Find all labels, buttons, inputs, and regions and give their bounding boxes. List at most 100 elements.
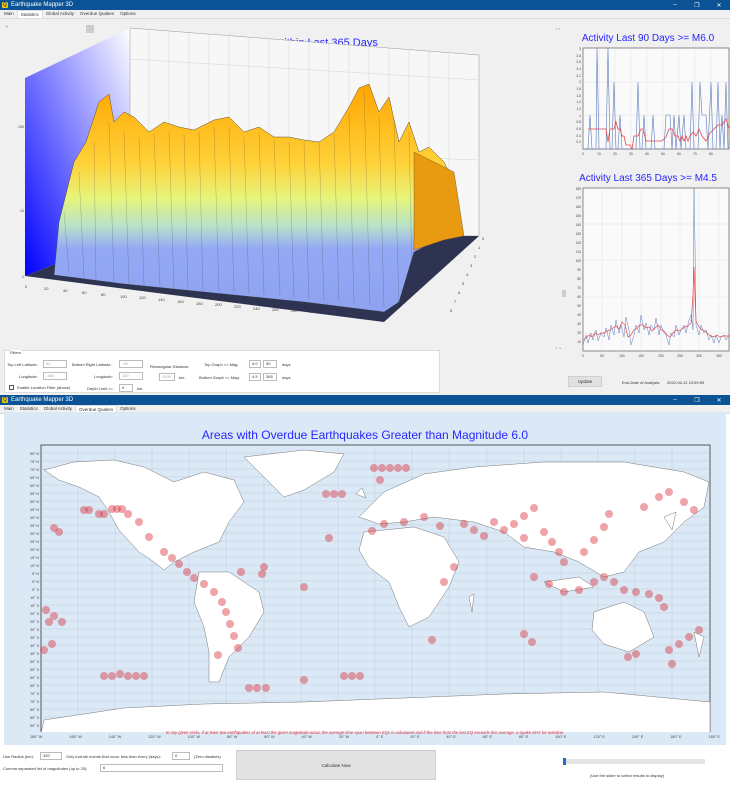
bottom-graph-days-input[interactable]: 365 <box>263 373 277 381</box>
results-slider[interactable] <box>563 758 705 765</box>
tab-global-activity-2[interactable]: Global Activity <box>43 406 73 411</box>
app-icon: Q <box>2 2 8 8</box>
depth-limit-input[interactable]: 0 <box>119 384 133 392</box>
svg-text:1.8: 1.8 <box>576 87 581 91</box>
top-left-lon-label: Longitude: <box>19 374 38 379</box>
splitter-handle[interactable] <box>86 25 94 33</box>
close-button[interactable]: ✕ <box>716 2 722 9</box>
svg-text:0.8: 0.8 <box>576 120 581 124</box>
top-graph-days-input[interactable]: 90 <box>263 360 277 368</box>
close-button-2[interactable]: ✕ <box>716 397 722 404</box>
svg-text:20° N: 20° N <box>30 548 39 552</box>
top-left-lon-input[interactable]: -180 <box>43 372 67 380</box>
maximize-button-2[interactable]: ❐ <box>694 397 700 404</box>
x-axis-ticks: 0 20 40 60 80 100 120 140 160 180 200 22… <box>25 284 355 316</box>
svg-text:60: 60 <box>577 295 581 299</box>
tab-main[interactable]: Main <box>4 11 14 16</box>
svg-text:35° S: 35° S <box>30 636 39 640</box>
right-splitter-handle[interactable] <box>562 290 569 297</box>
svg-text:65° S: 65° S <box>30 684 39 688</box>
svg-text:25° S: 25° S <box>30 620 39 624</box>
enable-location-checkbox[interactable] <box>9 385 14 390</box>
magnitudes-label: Comma separated list of magnitudes (up t… <box>3 766 88 771</box>
svg-text:110: 110 <box>576 250 581 254</box>
statistics-window: Q Earthquake Mapper 3D – ❐ ✕ Main Statis… <box>0 0 730 393</box>
radius-input[interactable]: 320 <box>40 752 62 760</box>
svg-text:10: 10 <box>597 152 601 156</box>
svg-text:45° S: 45° S <box>30 652 39 656</box>
svg-text:40: 40 <box>577 313 581 317</box>
rect-distance-km-label: km. <box>179 375 186 380</box>
svg-text:80: 80 <box>709 152 713 156</box>
svg-text:10° N: 10° N <box>30 564 39 568</box>
svg-text:1.4: 1.4 <box>576 100 581 104</box>
surface-chart-3d: 100 10 1 <box>18 27 480 322</box>
minimize-button[interactable]: – <box>673 1 677 8</box>
svg-text:10° S: 10° S <box>30 596 39 600</box>
longitude-ticks: 180° W 160° W 140° W 120° W 100° W 80° W 60° W… <box>30 735 720 739</box>
svg-text:70° N: 70° N <box>30 468 39 472</box>
svg-text:85° S: 85° S <box>30 716 39 720</box>
svg-text:2.8: 2.8 <box>576 54 581 58</box>
bottom-right-lat-input[interactable]: -90 <box>119 360 143 368</box>
svg-text:5° N: 5° N <box>32 572 39 576</box>
svg-text:170: 170 <box>575 196 581 200</box>
svg-text:35° N: 35° N <box>30 524 39 528</box>
svg-text:0.6: 0.6 <box>576 127 581 131</box>
collapse-bottom-arrows[interactable]: › ⌄ <box>556 345 562 350</box>
filters-group: Filters Top Left Latitude: 90 Longitude:… <box>4 350 440 393</box>
svg-text:100: 100 <box>619 354 625 358</box>
zero-disables-label: (Zero disables) <box>194 754 221 759</box>
title-bar: Q Earthquake Mapper 3D – ❐ ✕ <box>0 0 730 10</box>
include-days-input[interactable]: 0 <box>172 752 190 760</box>
app-icon-2: Q <box>2 397 8 403</box>
collapse-right-arrows[interactable]: › ‹ <box>556 26 560 31</box>
svg-text:250: 250 <box>677 354 683 358</box>
end-date-label: End-Date of Analysis: <box>622 380 661 385</box>
svg-text:45° N: 45° N <box>30 508 39 512</box>
svg-text:200: 200 <box>658 354 664 358</box>
maximize-button[interactable]: ❐ <box>694 2 700 9</box>
svg-text:300: 300 <box>696 354 702 358</box>
update-button[interactable]: Update <box>568 376 602 387</box>
svg-text:90° S: 90° S <box>30 724 39 728</box>
tab-options[interactable]: Options <box>120 11 136 16</box>
magnitudes-input[interactable]: 6 <box>100 764 223 772</box>
tab-options-2[interactable]: Options <box>120 406 136 411</box>
tab-main-2[interactable]: Main <box>4 406 14 411</box>
tab-overdue-quakes-2[interactable]: Overdue Quakes <box>75 405 118 413</box>
tab-statistics-2[interactable]: Statistics <box>19 406 38 411</box>
svg-text:50: 50 <box>600 354 604 358</box>
tab-bar: Main Statistics Global Activity Overdue … <box>0 10 730 19</box>
world-map: 80° N 75° N 70° N 65° N 60° N 55° N 50° N 45° N… <box>30 444 711 732</box>
calculate-now-button[interactable]: Calculate Now <box>236 750 436 780</box>
tab-overdue-quakes[interactable]: Overdue Quakes <box>80 11 115 16</box>
svg-text:10: 10 <box>577 340 581 344</box>
bottom-graph-mag-input[interactable]: 4.5 <box>249 373 261 381</box>
top-graph-days-label: days <box>282 362 291 367</box>
svg-text:3: 3 <box>579 47 581 51</box>
top-left-lat-input[interactable]: 90 <box>43 360 67 368</box>
results-slider-thumb[interactable] <box>563 758 566 765</box>
bottom-right-lon-input[interactable]: 180 <box>119 372 143 380</box>
tab-statistics[interactable]: Statistics <box>16 10 43 18</box>
include-label: Only include events that occur less than… <box>66 754 161 759</box>
rect-distance-input[interactable]: 2000 <box>159 373 175 381</box>
svg-text:75° S: 75° S <box>30 700 39 704</box>
svg-text:40° N: 40° N <box>30 516 39 520</box>
svg-text:0.4: 0.4 <box>576 134 581 138</box>
bottom-graph-days-label: days <box>282 375 291 380</box>
svg-text:130: 130 <box>575 232 581 236</box>
collapse-left-arrow[interactable]: ‹ <box>6 24 8 30</box>
minimize-button-2[interactable]: – <box>673 396 677 403</box>
top-chart-title: Activity Last 90 Days >= M6.0 <box>581 33 715 44</box>
svg-text:2.2: 2.2 <box>576 74 581 78</box>
svg-text:1.2: 1.2 <box>576 107 581 111</box>
svg-text:180: 180 <box>575 187 581 191</box>
radius-label: Use Radius (km): <box>3 754 34 759</box>
top-graph-mag-input[interactable]: 6.0 <box>249 360 261 368</box>
top-graph-label: Top Graph >= Mag: <box>204 362 239 367</box>
tab-global-activity[interactable]: Global Activity <box>45 11 75 16</box>
svg-text:15° S: 15° S <box>30 604 39 608</box>
svg-text:60° N: 60° N <box>30 484 39 488</box>
